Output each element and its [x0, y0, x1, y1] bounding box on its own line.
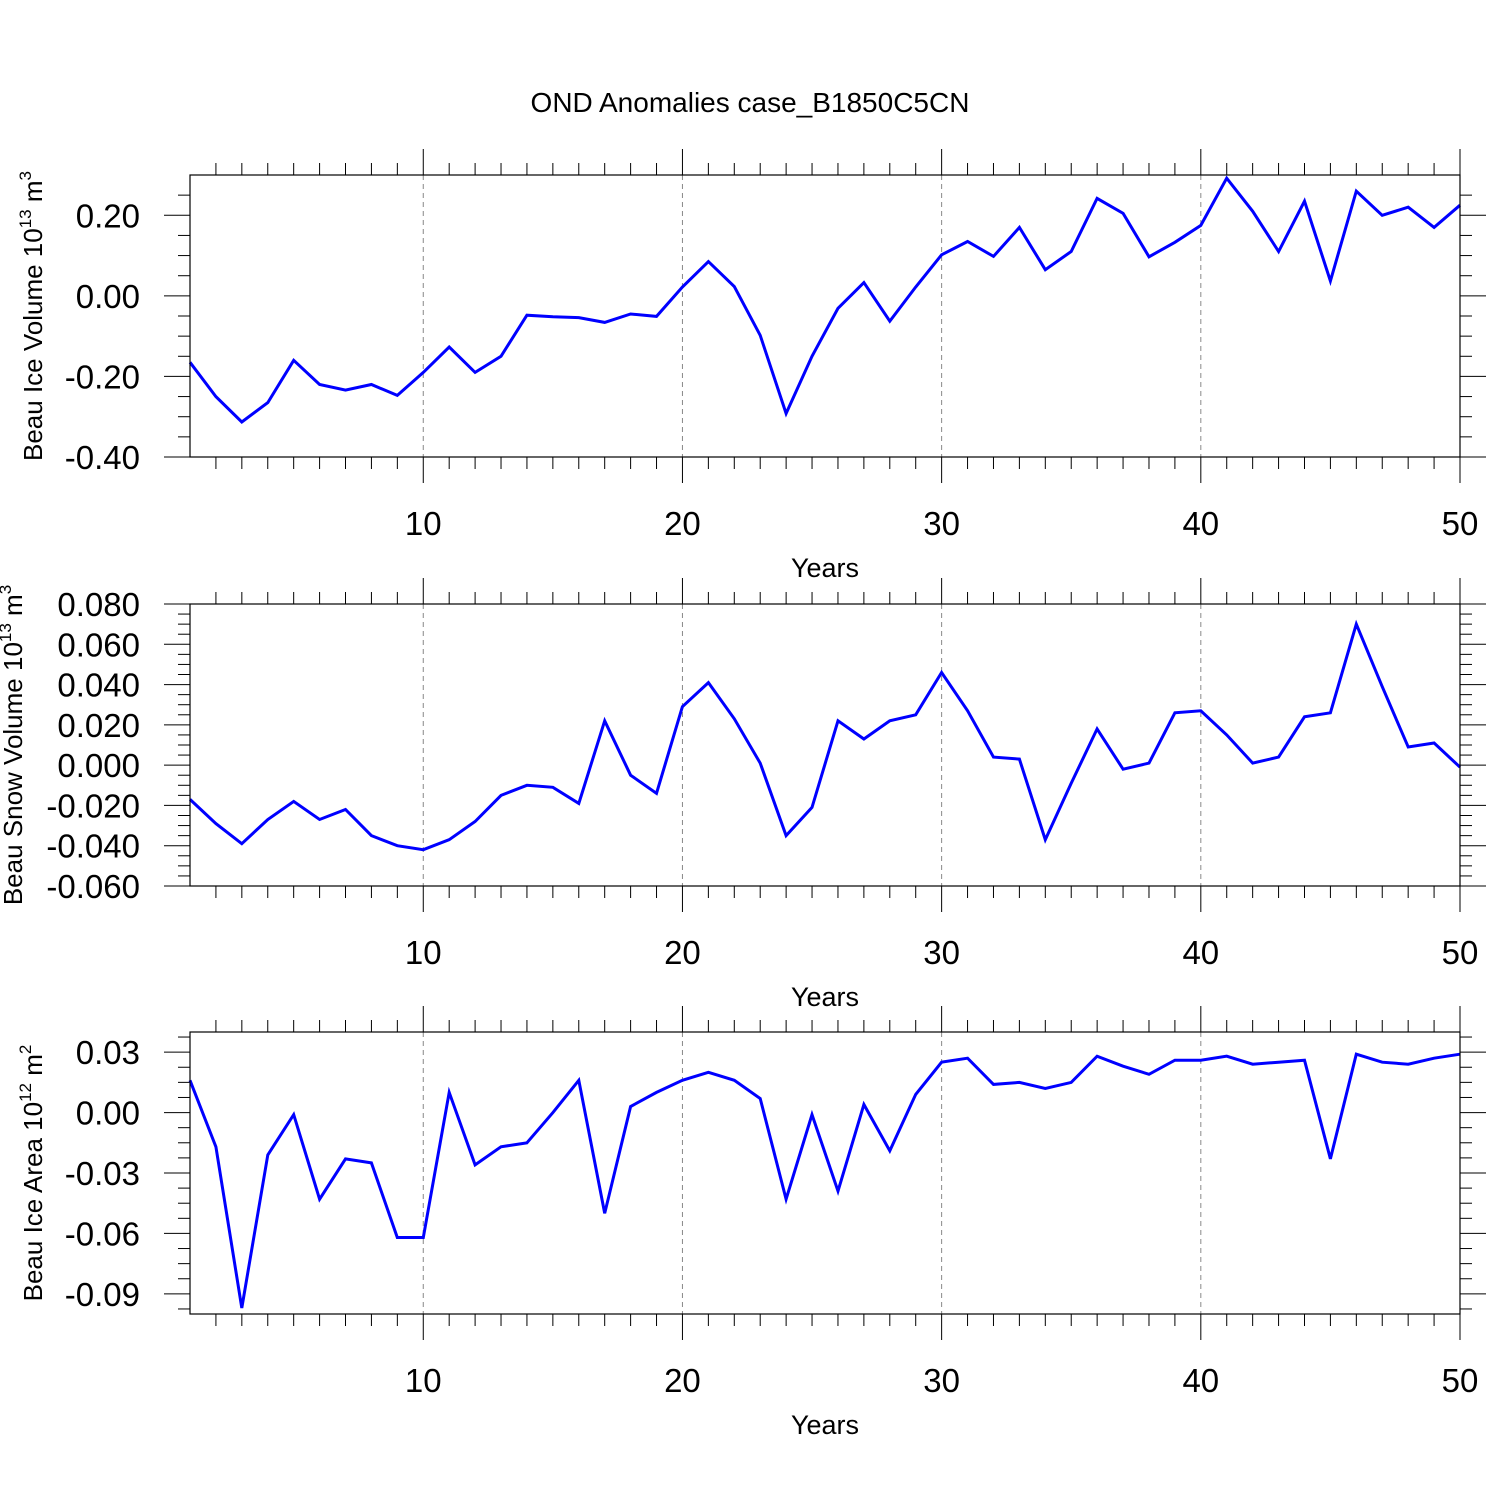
x-tick-label: 50	[1442, 934, 1479, 971]
x-tick-label: 50	[1442, 505, 1479, 542]
y-tick-label: 0.060	[57, 626, 140, 663]
x-tick-label: 40	[1182, 934, 1219, 971]
x-tick-label: 10	[405, 505, 442, 542]
plot-frame	[189, 1031, 1461, 1315]
panel-2: 10 20 30 40 50-0.060-0.040-0.0200.0000.0200.…	[0, 578, 1486, 1012]
data-series-line	[188, 619, 1462, 852]
y-tick-label: 0.000	[57, 747, 140, 784]
y-tick-label: 0.00	[76, 278, 140, 315]
x-tick-label: 20	[664, 934, 701, 971]
x-axis-label: Years	[791, 1410, 859, 1440]
data-series-line	[188, 175, 1461, 424]
y-tick-label: -0.020	[46, 787, 140, 824]
y-tick-label: -0.09	[65, 1276, 140, 1313]
y-axis-label: Beau Ice Volume 1013 m3	[16, 171, 48, 461]
x-tick-label: 10	[405, 1362, 442, 1399]
plot-frame	[189, 603, 1461, 887]
x-tick-label: 20	[664, 1362, 701, 1399]
y-tick-label: -0.40	[65, 439, 140, 476]
x-tick-label: 30	[923, 505, 960, 542]
y-tick-label: -0.060	[46, 868, 140, 905]
panel-3: 10 20 30 40 50 -0.09 -0.06 -0.03 0.00 0.03 Years Be…	[16, 1006, 1486, 1440]
y-tick-label: -0.03	[65, 1155, 140, 1192]
y-tick-label: 0.020	[57, 707, 140, 744]
panels: 10 20 30 40 50 -0.40 -0.20 0.00 0.20 Years Beau Ic…	[0, 149, 1486, 1440]
x-tick-label: 20	[664, 505, 701, 542]
y-tick-label: -0.20	[65, 358, 140, 395]
y-axis-label-unit: m	[18, 1054, 48, 1083]
y-axis-label: Beau Ice Area 1012 m2	[16, 1045, 48, 1302]
panel-1: 10 20 30 40 50 -0.40 -0.20 0.00 0.20 Years Beau Ic…	[16, 149, 1486, 583]
y-axis-label-unit-exponent: 3	[0, 585, 15, 594]
y-axis-label-main: Beau Ice Volume 10	[18, 228, 48, 461]
y-tick-label: 0.080	[57, 586, 140, 623]
y-axis-label-main: Beau Ice Area 10	[18, 1102, 48, 1301]
x-tick-label: 40	[1182, 1362, 1219, 1399]
x-tick-label: 40	[1182, 505, 1219, 542]
y-tick-label: 0.00	[76, 1095, 140, 1132]
y-axis-label-unit: m	[0, 594, 28, 623]
chart-title: OND Anomalies case_B1850C5CN	[531, 87, 970, 118]
y-tick-label: -0.06	[65, 1215, 140, 1252]
y-axis-label-exponent: 12	[16, 1083, 35, 1102]
x-axis-label: Years	[791, 553, 859, 583]
x-tick-label: 10	[405, 934, 442, 971]
y-tick-label: 0.040	[57, 667, 140, 704]
y-axis-label: Beau Snow Volume 1013 m3	[0, 585, 28, 905]
x-tick-label: 30	[923, 1362, 960, 1399]
y-axis-label-unit: m	[18, 180, 48, 209]
plot-frame	[189, 174, 1461, 458]
y-tick-label: -0.040	[46, 828, 140, 865]
y-axis-label-main: Beau Snow Volume 10	[0, 642, 28, 905]
x-axis-label: Years	[791, 982, 859, 1012]
y-axis-label-exponent: 13	[16, 209, 35, 228]
y-axis-label-unit-exponent: 2	[16, 1045, 35, 1054]
y-tick-label: 0.20	[76, 197, 140, 234]
y-tick-label: 0.03	[76, 1034, 140, 1071]
x-tick-label: 30	[923, 934, 960, 971]
y-axis-label-exponent: 13	[0, 623, 15, 642]
data-series-line	[188, 1052, 1461, 1309]
x-tick-label: 50	[1442, 1362, 1479, 1399]
y-axis-label-unit-exponent: 3	[16, 171, 35, 180]
